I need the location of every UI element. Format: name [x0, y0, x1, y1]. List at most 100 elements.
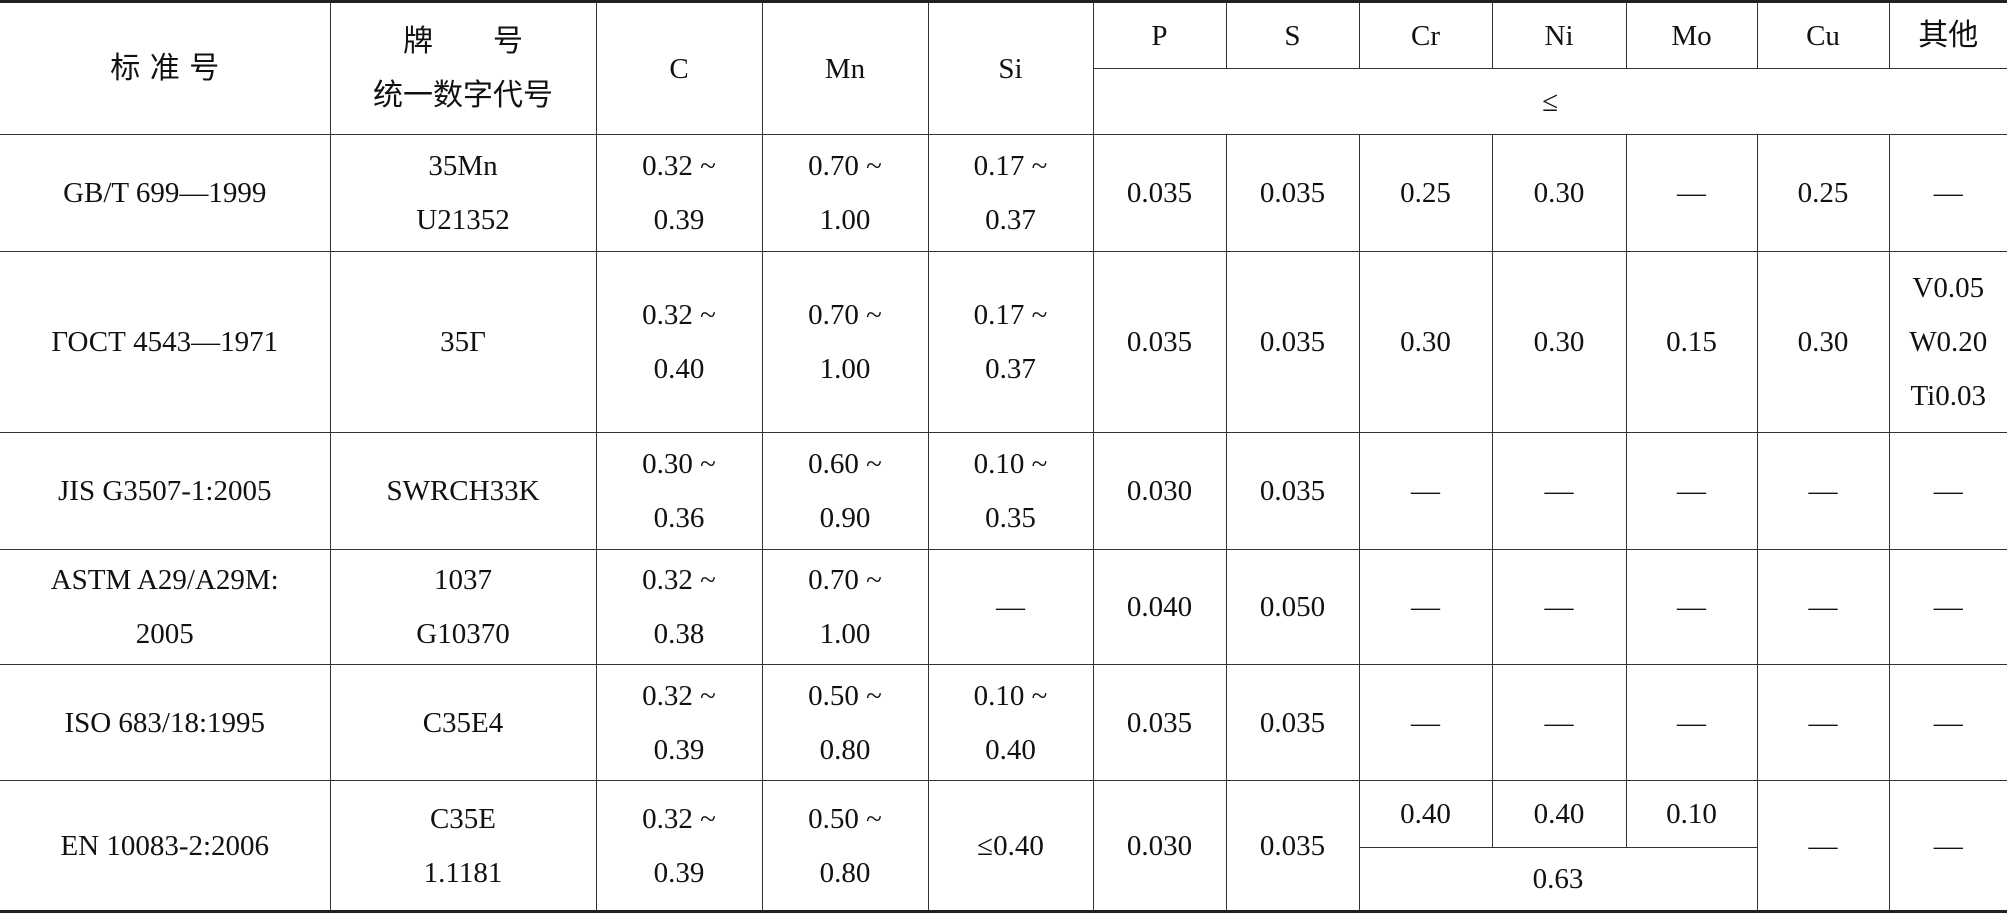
table-row: GB/T 699—1999 35Mn U21352 0.32 ~ 0.39 0.70 ~ 1…: [0, 134, 2007, 252]
table-cell: —: [1358, 664, 1493, 781]
cell-text: SWRCH33K: [386, 475, 540, 507]
cell-text: 0.040: [1126, 591, 1193, 623]
table-cell: 0.60 ~ 0.90: [761, 432, 929, 550]
table-cell: 0.32 ~ 0.39: [595, 780, 763, 912]
cell-text: —: [1677, 591, 1706, 623]
cell-text: 0.37: [985, 204, 1036, 236]
table-cell: 0.32 ~ 0.39: [595, 664, 763, 781]
table-cell: 0.17 ~ 0.37: [927, 251, 1094, 433]
header-text: ≤: [1542, 85, 1559, 118]
cell-text: 0.80: [819, 856, 871, 889]
cell-text: 0.70 ~: [808, 150, 882, 182]
header-text: Cr: [1411, 19, 1440, 52]
cell-text: 0.50 ~: [808, 679, 882, 712]
cell-text: 1.00: [819, 618, 871, 650]
table-cell: —: [927, 549, 1094, 665]
table-cell: 0.035: [1225, 432, 1360, 550]
cell-text: 0.39: [653, 733, 705, 766]
cell-text: —: [1411, 475, 1440, 507]
table-cell: 0.32 ~ 0.39: [595, 134, 763, 252]
table-cell: EN 10083-2:2006: [0, 780, 331, 912]
table-cell: GB/T 699—1999: [0, 134, 331, 252]
table-cell: 35Mn U21352: [329, 134, 597, 252]
cell-text: 0.10: [1666, 798, 1717, 830]
cell-text: —: [1808, 591, 1838, 623]
cell-text: 0.30: [1400, 326, 1451, 358]
cell-text: 0.32 ~: [642, 150, 716, 182]
table-cell: 1037 G10370: [329, 549, 597, 665]
cell-text: 0.030: [1126, 829, 1193, 862]
table-cell: SWRCH33K: [329, 432, 597, 550]
header-cell: Si: [927, 1, 1094, 135]
cell-text: —: [1411, 706, 1440, 739]
cell-text: 0.63: [1532, 863, 1584, 895]
header-text: Mn: [824, 52, 866, 85]
table-cell: —: [1888, 780, 2007, 912]
table-cell: —: [1888, 134, 2007, 252]
table-cell: 0.25: [1358, 134, 1493, 252]
cell-text: 0.035: [1259, 829, 1326, 862]
table-cell: 0.030: [1092, 432, 1227, 550]
header-cell: Mn: [761, 1, 929, 135]
cell-text: ISO 683/18:1995: [64, 706, 266, 739]
table-cell: 0.10: [1625, 780, 1758, 848]
cell-text: —: [1933, 706, 1963, 739]
cell-text: 0.40: [1533, 798, 1585, 830]
cell-text: 0.15: [1666, 326, 1717, 358]
cell-text: 0.37: [985, 353, 1036, 385]
cell-text: ≤0.40: [977, 829, 1044, 862]
table-cell: 0.30: [1491, 134, 1627, 252]
cell-text: —: [1808, 475, 1838, 507]
cell-text: 0.30: [1533, 326, 1585, 358]
table-cell: 0.035: [1092, 134, 1227, 252]
table-cell: 0.035: [1092, 251, 1227, 433]
header-text: C: [669, 52, 689, 85]
table-cell: —: [1491, 549, 1627, 665]
cell-text: JIS G3507-1:2005: [58, 475, 272, 507]
table-cell: 0.035: [1092, 664, 1227, 781]
cell-text: W0.20: [1909, 326, 1988, 358]
table-row: JIS G3507-1:2005 SWRCH33K 0.30 ~ 0.36 0.60 ~…: [0, 432, 2007, 550]
cell-text: 0.80: [819, 733, 871, 766]
table-cell: 0.17 ~ 0.37: [927, 134, 1094, 252]
cell-text: 0.32 ~: [642, 564, 716, 596]
cell-text: C35E4: [422, 706, 504, 739]
table-cell: 0.50 ~ 0.80: [761, 780, 929, 912]
cell-text: 0.40: [1400, 798, 1451, 830]
table-row: ASTM A29/A29M: 2005 1037 G10370 0.32 ~0.38 0.…: [0, 549, 2007, 665]
table-cell: ISO 683/18:1995: [0, 664, 331, 781]
cell-text: 0.035: [1259, 706, 1326, 739]
header-cell: Cu: [1756, 1, 1890, 69]
header-row: ≤: [0, 68, 2007, 135]
table-cell: 0.70 ~ 1.00: [761, 134, 929, 252]
table-cell: 0.035: [1225, 251, 1360, 433]
cell-text: 0.39: [653, 856, 705, 889]
cell-text: 0.030: [1126, 475, 1193, 507]
cell-text: 0.25: [1797, 177, 1849, 209]
cell-text: EN 10083-2:2006: [60, 829, 270, 862]
cell-text: 1037: [434, 564, 492, 596]
cell-text: 0.38: [653, 618, 705, 650]
table-cell: 0.30 ~ 0.36: [595, 432, 763, 550]
header-text: Mo: [1671, 19, 1712, 52]
table-cell: 0.15: [1625, 251, 1758, 433]
table-cell: 0.32 ~ 0.38: [595, 549, 763, 665]
table-cell: 0.40: [1491, 780, 1627, 848]
table-cell: ≤0.40: [927, 780, 1094, 912]
cell-text: —: [1544, 591, 1574, 623]
table-cell: JIS G3507-1:2005: [0, 432, 331, 550]
table-cell: 0.035: [1225, 664, 1360, 781]
table-cell: 0.70 ~ 1.00: [761, 549, 929, 665]
table-cell: 0.50 ~ 0.80: [761, 664, 929, 781]
table-cell: C35E 1.1181: [329, 780, 597, 912]
table-cell: V0.05 W0.20 Ti0.03: [1888, 251, 2007, 433]
table-cell: ASTM A29/A29M: 2005: [0, 549, 331, 665]
cell-text: 2005: [135, 618, 194, 650]
cell-text: 0.32 ~: [642, 299, 716, 331]
cell-text: —: [1933, 475, 1963, 507]
cell-text: 35Г: [440, 326, 486, 358]
cell-text: 0.90: [819, 502, 871, 534]
table-cell: C35E4: [329, 664, 597, 781]
header-cell: 牌 号统一数字代号: [329, 1, 597, 135]
